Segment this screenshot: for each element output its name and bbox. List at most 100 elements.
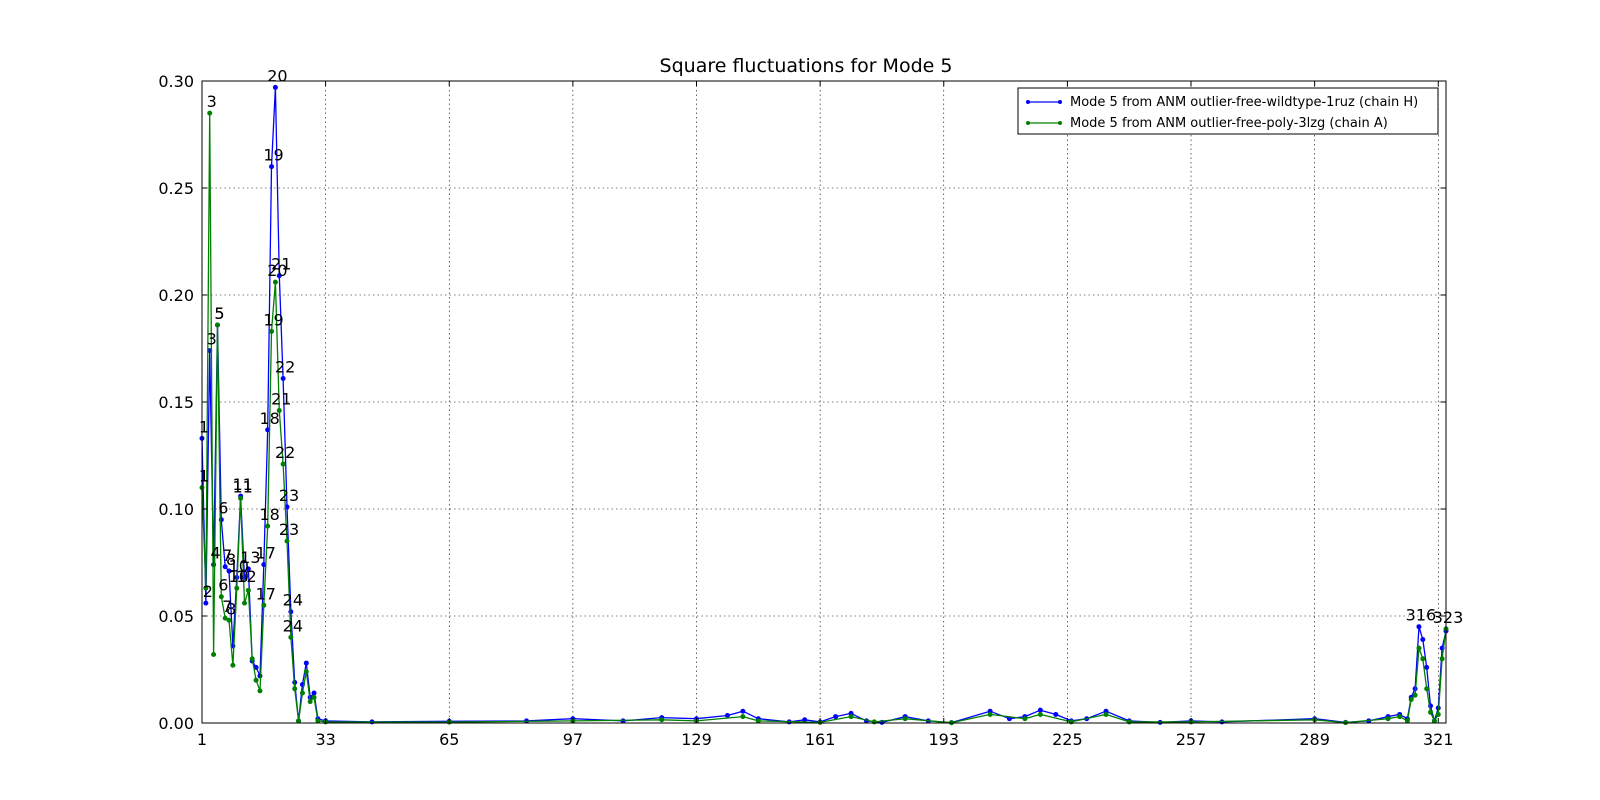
point-label: 23 [279, 520, 299, 539]
data-point [234, 585, 240, 591]
data-point [203, 600, 209, 606]
data-point [755, 718, 761, 724]
data-point [222, 615, 228, 621]
data-point [1428, 709, 1434, 715]
data-point [292, 686, 298, 692]
data-point [311, 694, 317, 700]
data-point [833, 714, 839, 720]
data-point [1053, 711, 1059, 717]
data-point [226, 568, 232, 574]
point-label: 19 [263, 146, 283, 165]
x-tick-label: 97 [563, 730, 583, 749]
chart-title: Square fluctuations for Mode 5 [660, 55, 953, 77]
point-label: 20 [267, 261, 287, 280]
data-point [1408, 696, 1414, 702]
point-label: 1 [199, 417, 209, 436]
legend-swatch-marker [1058, 121, 1062, 125]
point-label: 2 [203, 582, 213, 601]
point-label: 316 [1406, 606, 1437, 625]
x-tick-label: 193 [928, 730, 959, 749]
data-point [311, 690, 317, 696]
legend-swatch-marker [1058, 100, 1062, 104]
x-tick-label: 1 [197, 730, 207, 749]
data-point [1435, 711, 1441, 717]
point-label: 18 [259, 409, 279, 428]
point-label: 11 [232, 477, 252, 496]
point-label: 323 [1433, 608, 1464, 627]
data-point [241, 600, 247, 606]
data-point [902, 716, 908, 722]
data-point [245, 587, 251, 593]
data-point [740, 714, 746, 720]
point-label: 11 [232, 475, 252, 494]
data-point [245, 566, 251, 572]
data-point [249, 656, 255, 662]
point-label: 10 [229, 567, 249, 586]
point-label: 21 [271, 390, 291, 409]
point-label: 20 [267, 66, 287, 85]
data-point [203, 585, 209, 591]
data-point [1420, 656, 1426, 662]
data-point [222, 564, 228, 570]
data-point [740, 708, 746, 714]
y-tick-label: 0.30 [158, 72, 194, 91]
data-point [1439, 656, 1445, 662]
data-point [1431, 718, 1437, 724]
data-point [272, 279, 278, 285]
point-label: 24 [283, 616, 303, 635]
point-label: 17 [256, 544, 276, 563]
point-label: 1 [199, 467, 209, 486]
point-label: 3 [207, 92, 217, 111]
data-point [253, 664, 259, 670]
point-label: 12 [236, 567, 256, 586]
data-point [1404, 718, 1410, 724]
data-point [848, 714, 854, 720]
x-tick-label: 257 [1176, 730, 1207, 749]
point-label: 5 [214, 304, 224, 323]
legend-entry-label: Mode 5 from ANM outlier-free-poly-3lzg (… [1070, 116, 1388, 131]
point-label: 7 [222, 546, 232, 565]
point-label: 4 [210, 544, 220, 563]
y-tick-label: 0.10 [158, 500, 194, 519]
point-label: 6 [218, 576, 228, 595]
data-point [1397, 714, 1403, 720]
x-tick-label: 129 [681, 730, 712, 749]
data-point [802, 717, 808, 723]
data-point [1424, 686, 1430, 692]
legend-swatch-marker [1026, 121, 1030, 125]
data-point [288, 634, 294, 640]
y-tick-label: 0.20 [158, 286, 194, 305]
axis-ticks: 1 33 65 97 129 161 193 225 257 289 3210.000.050.10… [158, 72, 1453, 749]
point-label: 3 [207, 330, 217, 349]
data-point [276, 273, 282, 279]
data-point [276, 408, 282, 414]
y-tick-label: 0.25 [158, 179, 194, 198]
point-labels: 1235678101113171819202122232431613456781… [199, 66, 1463, 635]
data-point [253, 677, 259, 683]
data-point [211, 652, 217, 658]
point-label: 24 [283, 591, 303, 610]
data-point [272, 84, 278, 90]
point-label: 13 [240, 548, 260, 567]
point-label: 8 [226, 599, 236, 618]
point-label: 8 [226, 550, 236, 569]
data-point [1037, 707, 1043, 713]
data-point [269, 328, 275, 334]
point-label: 19 [263, 310, 283, 329]
data-point [315, 718, 321, 724]
x-tick-label: 33 [315, 730, 335, 749]
legend: Mode 5 from ANM outlier-free-wildtype-1r… [1017, 87, 1439, 135]
point-label: 10 [229, 556, 249, 575]
data-point [1420, 637, 1426, 643]
point-label: 23 [279, 486, 299, 505]
point-label: 22 [275, 357, 295, 376]
data-point [226, 617, 232, 623]
x-tick-label: 289 [1299, 730, 1330, 749]
data-point [1416, 624, 1422, 630]
data-point [214, 322, 220, 328]
point-label: 21 [271, 255, 291, 274]
data-point [1424, 664, 1430, 670]
y-tick-label: 0.05 [158, 607, 194, 626]
point-label: 7 [222, 597, 232, 616]
data-point [284, 538, 290, 544]
